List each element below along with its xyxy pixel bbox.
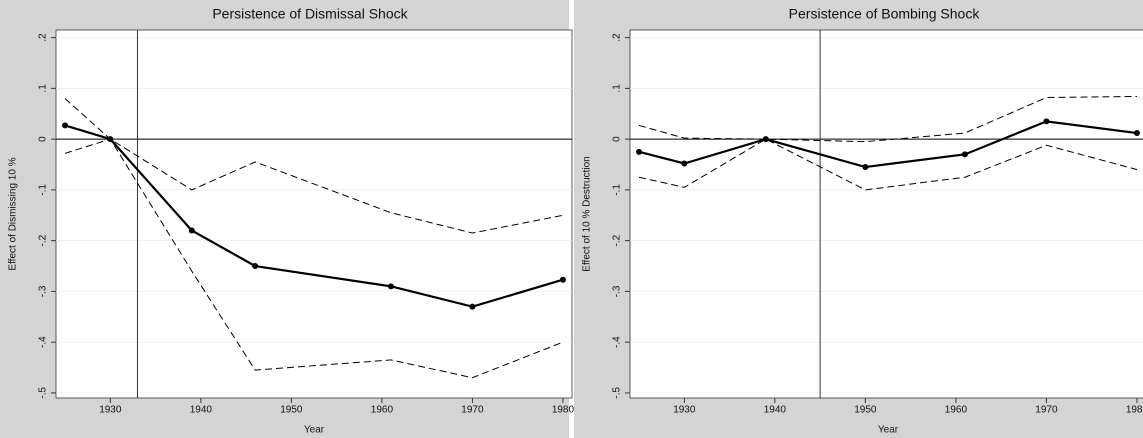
y-tick-label: 0: [612, 136, 623, 142]
data-point: [188, 227, 195, 234]
data-point: [469, 303, 476, 310]
chart-title: Persistence of Bombing Shock: [789, 6, 981, 22]
y-tick-label: -.4: [612, 336, 623, 348]
data-point: [961, 151, 968, 158]
y-tick-label: 0: [38, 136, 49, 142]
plot-area: [629, 29, 1143, 399]
y-tick-label: -.3: [38, 285, 49, 297]
y-tick-label: -.2: [612, 234, 623, 246]
y-tick-label: .1: [38, 84, 49, 93]
y-tick-label: -.1: [38, 184, 49, 196]
y-tick-label: -.3: [612, 285, 623, 297]
chart-title: Persistence of Dismissal Shock: [212, 6, 408, 22]
data-point: [681, 160, 688, 167]
x-tick-label: 1960: [945, 405, 968, 416]
y-tick-label: -.1: [612, 184, 623, 196]
x-tick-label: 1970: [461, 405, 484, 416]
y-tick-label: -.5: [38, 387, 49, 399]
data-point: [252, 263, 259, 270]
plot-area: [55, 29, 573, 399]
data-point: [862, 164, 869, 171]
x-tick-label: 1950: [854, 405, 877, 416]
x-axis-title: Year: [304, 425, 325, 436]
data-point: [636, 148, 643, 155]
x-tick-label: 1950: [280, 405, 303, 416]
x-tick-label: 1970: [1035, 405, 1058, 416]
x-tick-label: 1980: [1126, 405, 1143, 416]
x-tick-label: 1940: [190, 405, 213, 416]
y-axis-title: Effect of Dismissing 10 %: [8, 157, 19, 270]
confidence-band: [64, 138, 564, 379]
x-axis-title: Year: [878, 425, 899, 436]
data-point: [387, 283, 394, 290]
y-axis-title: Effect of 10 % Destruction: [582, 156, 593, 271]
y-tick-label: -.4: [38, 336, 49, 348]
data-point: [762, 136, 769, 143]
y-tick-label: .2: [612, 33, 623, 42]
x-tick-label: 1930: [673, 405, 696, 416]
data-point: [62, 122, 69, 129]
x-tick-label: 1940: [764, 405, 787, 416]
y-tick-label: .2: [38, 33, 49, 42]
x-tick-label: 1980: [552, 405, 575, 416]
x-tick-label: 1960: [371, 405, 394, 416]
data-point: [1133, 130, 1140, 137]
confidence-band: [638, 138, 1138, 191]
data-point: [1043, 118, 1050, 125]
y-tick-label: -.2: [38, 234, 49, 246]
y-tick-label: -.5: [612, 387, 623, 399]
x-tick-label: 1930: [99, 405, 122, 416]
data-point: [559, 276, 566, 283]
confidence-band: [638, 95, 1137, 143]
y-tick-label: .1: [612, 84, 623, 93]
